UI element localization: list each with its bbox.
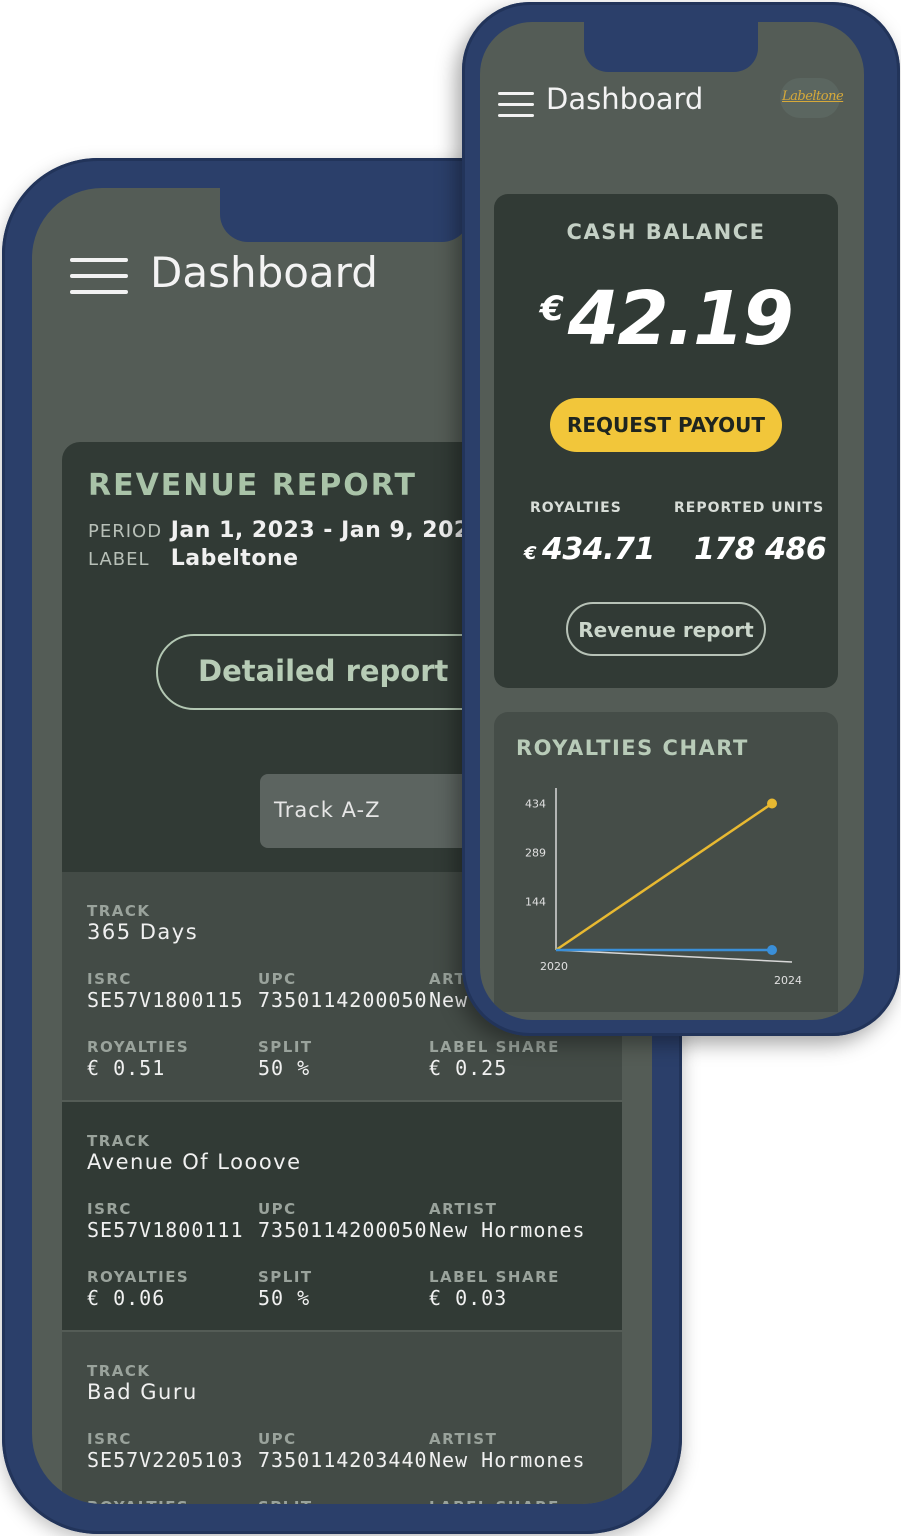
track-name: 365 Days bbox=[87, 920, 199, 944]
track-label: TRACK bbox=[87, 902, 151, 920]
x-axis bbox=[555, 949, 793, 963]
upc-label: UPC bbox=[258, 1430, 297, 1448]
front-phone-frame: Dashboard Labeltone CASH BALANCE €42.19 … bbox=[462, 2, 900, 1036]
artist-value: New Hormones bbox=[429, 1448, 586, 1472]
front-phone-screen: Dashboard Labeltone CASH BALANCE €42.19 … bbox=[480, 22, 864, 1020]
label-row: LABEL Labeltone bbox=[88, 546, 299, 571]
track-row: TRACK Bad Guru ISRC SE57V2205103 UPC 735… bbox=[62, 1332, 622, 1504]
track-name: Bad Guru bbox=[87, 1380, 198, 1404]
royalties-label: ROYALTIES bbox=[87, 1498, 189, 1504]
currency-symbol: € bbox=[540, 289, 564, 329]
upc-value: 7350114200050 bbox=[258, 1218, 428, 1242]
label-label: LABEL bbox=[88, 549, 150, 570]
y-tick-label: 144 bbox=[525, 895, 546, 908]
hamburger-menu-icon[interactable] bbox=[70, 258, 128, 296]
royalties-chart-title: ROYALTIES CHART bbox=[516, 736, 749, 760]
y-tick-label: 434 bbox=[525, 798, 546, 811]
label-share-label: LABEL SHARE bbox=[429, 1038, 560, 1056]
y-tick-label: 289 bbox=[525, 846, 546, 859]
page-title: Dashboard bbox=[546, 82, 704, 116]
series-line bbox=[555, 802, 773, 952]
period-label: PERIOD bbox=[88, 521, 163, 542]
request-payout-button[interactable]: REQUEST PAYOUT bbox=[550, 398, 782, 452]
royalties-label: ROYALTIES bbox=[87, 1268, 190, 1286]
label-share-label: LABEL SHARE bbox=[429, 1268, 560, 1286]
reported-units-value: 178 486 bbox=[694, 532, 827, 567]
label-value: Labeltone bbox=[170, 546, 299, 571]
cash-balance-amount: 42.19 bbox=[567, 276, 794, 362]
page-title: Dashboard bbox=[150, 248, 378, 297]
upc-value: 7350114200050 bbox=[258, 988, 428, 1012]
x-tick-label: 2024 bbox=[774, 974, 802, 987]
royalties-stat-label: ROYALTIES bbox=[530, 500, 622, 516]
labeltone-logo[interactable]: Labeltone bbox=[780, 78, 844, 118]
isrc-value: SE57V2205103 bbox=[87, 1448, 244, 1472]
phone-notch bbox=[220, 188, 470, 242]
isrc-label: ISRC bbox=[87, 970, 132, 988]
royalties-label: ROYALTIES bbox=[87, 1038, 190, 1056]
period-value: Jan 1, 2023 - Jan 9, 2024 bbox=[170, 518, 486, 543]
revenue-report-title: REVENUE REPORT bbox=[88, 468, 418, 503]
royalties-chart: 144 289 434 2020 2024 bbox=[525, 788, 802, 987]
data-point bbox=[767, 798, 777, 809]
upc-label: UPC bbox=[258, 1200, 297, 1218]
track-label: TRACK bbox=[87, 1132, 151, 1150]
cash-balance-card: CASH BALANCE €42.19 REQUEST PAYOUT ROYAL… bbox=[494, 194, 838, 688]
hamburger-menu-icon[interactable] bbox=[498, 92, 534, 118]
artist-label: ARTIST bbox=[429, 1200, 498, 1218]
split-value: 50 % bbox=[258, 1056, 311, 1080]
label-share-label: LABEL SHARE bbox=[429, 1498, 560, 1504]
cash-balance-label: CASH BALANCE bbox=[566, 220, 766, 244]
split-label: SPLIT bbox=[258, 1268, 313, 1286]
split-label: SPLIT bbox=[258, 1498, 313, 1504]
royalties-value: € 0.06 bbox=[87, 1286, 166, 1310]
royalties-stat-value: €434.71 bbox=[524, 532, 655, 567]
revenue-report-button[interactable]: Revenue report bbox=[566, 602, 766, 656]
data-point bbox=[767, 945, 777, 955]
track-row: TRACK Avenue Of Looove ISRC SE57V1800111… bbox=[62, 1102, 622, 1330]
royalties-chart-card: ROYALTIES CHART 144 289 434 2020 2024 bbox=[494, 712, 838, 1012]
royalties-stat-amount: 434.71 bbox=[542, 532, 655, 567]
track-name: Avenue Of Looove bbox=[87, 1150, 302, 1174]
isrc-label: ISRC bbox=[87, 1200, 132, 1218]
split-value: 50 % bbox=[258, 1286, 311, 1310]
cash-balance-value: €42.19 bbox=[494, 276, 838, 362]
isrc-value: SE57V1800111 bbox=[87, 1218, 244, 1242]
isrc-label: ISRC bbox=[87, 1430, 132, 1448]
royalties-value: € 0.51 bbox=[87, 1056, 166, 1080]
reported-units-label: REPORTED UNITS bbox=[674, 500, 825, 516]
phone-notch bbox=[584, 22, 758, 72]
currency-symbol: € bbox=[524, 543, 537, 564]
label-share-value: € 0.03 bbox=[429, 1286, 508, 1310]
sort-select[interactable]: Track A-Z bbox=[260, 774, 490, 848]
isrc-value: SE57V1800115 bbox=[87, 988, 244, 1012]
split-label: SPLIT bbox=[258, 1038, 313, 1056]
artist-label: ARTIST bbox=[429, 1430, 498, 1448]
period-row: PERIOD Jan 1, 2023 - Jan 9, 2024 bbox=[88, 518, 486, 543]
label-share-value: € 0.25 bbox=[429, 1056, 508, 1080]
upc-value: 7350114203440 bbox=[258, 1448, 428, 1472]
track-label: TRACK bbox=[87, 1362, 151, 1380]
upc-label: UPC bbox=[258, 970, 297, 988]
artist-value: New Hormones bbox=[429, 1218, 586, 1242]
x-tick-label: 2020 bbox=[540, 960, 568, 973]
